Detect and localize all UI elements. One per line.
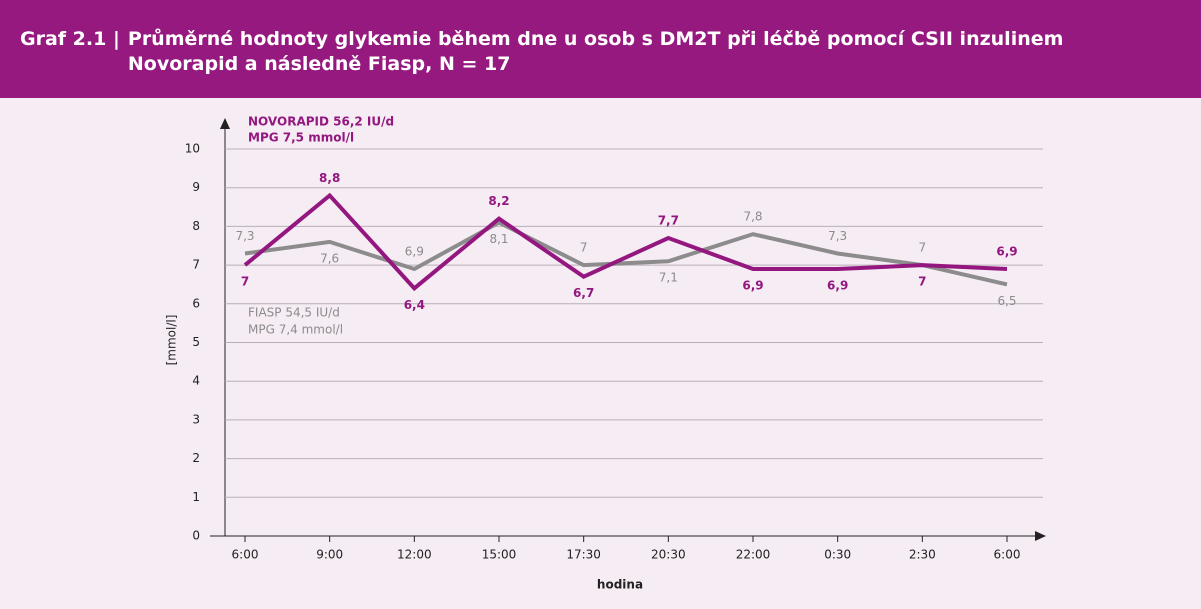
data-label: 6,9 bbox=[827, 278, 848, 292]
x-tick-label: 12:00 bbox=[397, 548, 432, 562]
data-label: 6,9 bbox=[996, 244, 1017, 258]
x-tick-label: 2:30 bbox=[909, 548, 936, 562]
x-tick-label: 15:00 bbox=[482, 548, 517, 562]
data-label: 7,3 bbox=[235, 229, 254, 243]
y-tick-label: 4 bbox=[192, 374, 200, 388]
header: Graf 2.1 | Průměrné hodnoty glykemie běh… bbox=[0, 0, 1201, 98]
x-axis-label: hodina bbox=[597, 578, 643, 592]
data-label: 6,4 bbox=[404, 298, 425, 312]
chart-title: Průměrné hodnoty glykemie během dne u os… bbox=[127, 28, 1064, 75]
legend-label: FIASP 54,5 IU/d bbox=[248, 306, 340, 320]
series-line bbox=[244, 220, 1008, 287]
data-label: 6,7 bbox=[573, 286, 594, 300]
y-tick-label: 1 bbox=[192, 490, 200, 504]
x-tick-label: 22:00 bbox=[736, 548, 771, 562]
data-label: 8,2 bbox=[488, 194, 509, 208]
x-tick-label: 20:30 bbox=[651, 548, 686, 562]
data-label: 7,3 bbox=[828, 229, 847, 243]
legend-note: MPG 7,4 mmol/l bbox=[248, 323, 343, 337]
data-label: 7 bbox=[919, 241, 927, 255]
chart: 0 1 2 3 4 5 6 7 8 9 10 6:00 9:00 12:00 15:00 17:30 20:30… bbox=[165, 115, 1046, 592]
y-tick-label: 2 bbox=[192, 451, 200, 465]
data-label: 8,8 bbox=[319, 171, 340, 185]
y-tick-label: 7 bbox=[192, 258, 200, 272]
x-tick-label: 6:00 bbox=[994, 548, 1021, 562]
series-line bbox=[243, 192, 1008, 292]
y-tick-label: 5 bbox=[192, 335, 200, 349]
data-label: 7 bbox=[241, 275, 249, 289]
figure-label: Graf 2.1 | bbox=[20, 28, 120, 50]
y-axis-arrow bbox=[220, 118, 230, 129]
y-tick-label: 10 bbox=[185, 142, 200, 156]
y-tick-label: 3 bbox=[192, 412, 200, 426]
data-label: 7 bbox=[580, 241, 588, 255]
data-label: 6,9 bbox=[405, 244, 424, 258]
data-label: 7 bbox=[918, 275, 926, 289]
x-tick-label: 0:30 bbox=[824, 548, 851, 562]
x-axis-arrow bbox=[1035, 531, 1046, 541]
data-label: 7,8 bbox=[743, 210, 762, 224]
legend-label: NOVORAPID 56,2 IU/d bbox=[248, 115, 394, 129]
data-label: 7,7 bbox=[658, 214, 679, 228]
y-tick-label: 6 bbox=[192, 296, 200, 310]
data-label: 7,1 bbox=[659, 271, 678, 285]
data-label: 7,6 bbox=[320, 251, 339, 265]
x-tick-label: 17:30 bbox=[566, 548, 601, 562]
y-tick-label: 9 bbox=[192, 180, 200, 194]
data-label: 8,1 bbox=[489, 232, 508, 246]
data-label: 6,9 bbox=[742, 278, 763, 292]
legend-note: MPG 7,5 mmol/l bbox=[248, 131, 354, 145]
y-tick-label: 0 bbox=[192, 529, 200, 543]
x-tick-label: 9:00 bbox=[316, 548, 343, 562]
data-label: 6,5 bbox=[997, 294, 1016, 308]
y-tick-label: 8 bbox=[192, 219, 200, 233]
x-tick-label: 6:00 bbox=[232, 548, 259, 562]
y-axis-label: [mmol/l] bbox=[165, 315, 179, 366]
